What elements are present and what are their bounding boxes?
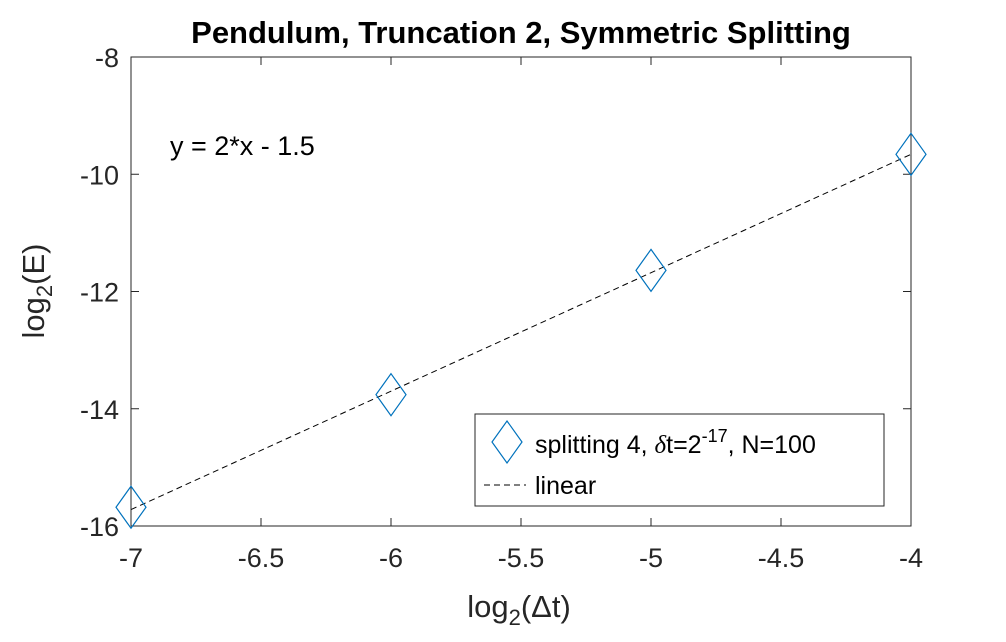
x-tick-label: -6 (379, 543, 403, 573)
legend-label-linear: linear (535, 472, 596, 500)
x-axis-label-arg: (Δt) (521, 589, 571, 624)
linear-fit-line (130, 153, 912, 511)
legend-label-sup: -17 (702, 426, 728, 446)
x-tick-label: -5 (639, 543, 663, 573)
y-axis-label-sub: 2 (32, 285, 57, 297)
legend-label-prefix: splitting 4, (535, 431, 655, 459)
legend-marker-diamond (491, 419, 523, 465)
x-axis-label-sub: 2 (509, 605, 521, 630)
y-axis-label: log2(E) (16, 244, 57, 339)
y-tick-label: -10 (80, 160, 119, 190)
x-axis-label-base: log (467, 589, 508, 624)
ticks: -7 -6.5 -6 -5.5 -5 -4.5 -4 -16 -14 -12 -10 -8 (80, 43, 923, 573)
y-tick-label: -16 (80, 512, 119, 542)
x-tick-label: -7 (119, 543, 143, 573)
y-tick-label: -12 (80, 278, 119, 308)
legend-label-delta: δ (655, 432, 667, 459)
legend-label-splitting: splitting 4, δt=2-17, N=100 (535, 426, 816, 459)
fit-equation-annotation: y = 2*x - 1.5 (170, 131, 315, 161)
y-axis-label-base: log (16, 297, 51, 338)
chart-title: Pendulum, Truncation 2, Symmetric Splitt… (191, 15, 851, 50)
data-point-diamond (895, 132, 927, 177)
x-tick-label: -4 (899, 543, 923, 573)
data-point-diamond (115, 485, 147, 530)
y-tick-label: -8 (95, 43, 119, 73)
y-tick-label: -14 (80, 395, 119, 425)
legend: splitting 4, δt=2-17, N=100 linear (474, 413, 885, 507)
x-tick-label: -5.5 (498, 543, 545, 573)
x-axis-label: log2(Δt) (467, 589, 571, 630)
legend-label-suffix: , N=100 (728, 431, 816, 459)
x-tick-label: -4.5 (758, 543, 805, 573)
data-point-diamond (375, 372, 407, 417)
data-point-diamond (635, 248, 667, 293)
legend-box (474, 413, 885, 507)
y-axis-label-arg: (E) (16, 244, 51, 285)
legend-label-mid: t=2 (666, 431, 701, 459)
plot-layer (115, 132, 927, 530)
x-tick-label: -6.5 (238, 543, 285, 573)
